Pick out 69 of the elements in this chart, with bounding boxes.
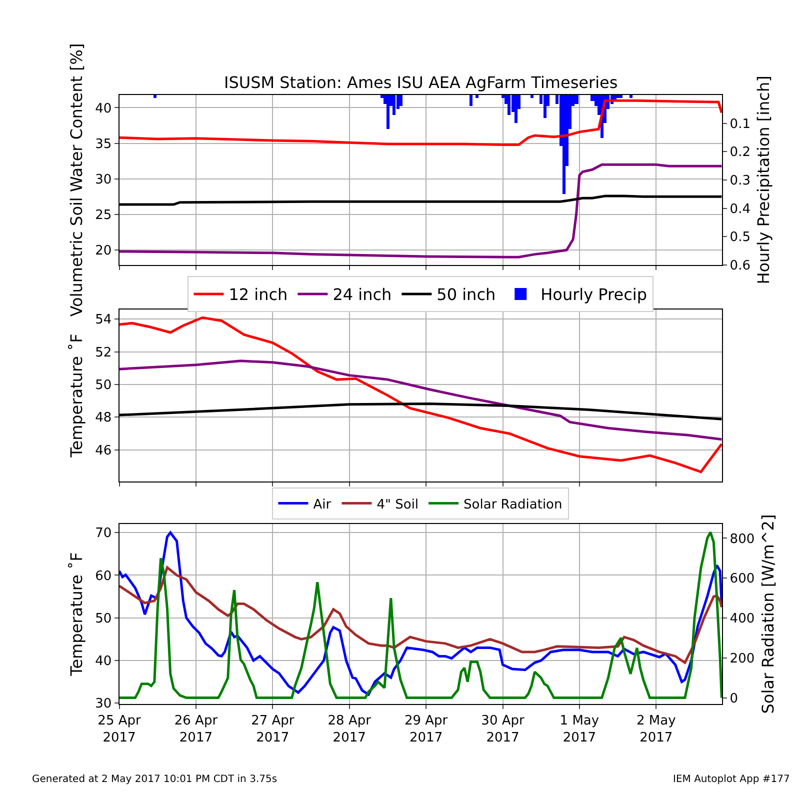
y2-tick-label: 0.1 — [730, 116, 750, 132]
y-tick-label: 25 — [95, 208, 112, 224]
x-tick-label: 26 Apr 2017 — [174, 714, 218, 746]
y-tick-label: 30 — [95, 696, 112, 712]
text: IEM Autoplot App #177 — [673, 774, 790, 785]
line-series — [119, 316, 722, 474]
bar — [619, 94, 622, 98]
line-series — [119, 163, 722, 258]
y-tick-label: 70 — [95, 526, 112, 542]
bar — [399, 94, 402, 106]
line-series — [119, 99, 722, 146]
y2-tick-label: 0.2 — [730, 145, 750, 160]
bar — [153, 94, 156, 98]
y-tick-label: 50 — [95, 378, 112, 394]
bar — [514, 94, 518, 123]
y2-axis-title: Solar Radiation [W/m^2] — [758, 514, 778, 714]
y-tick-label: 35 — [95, 136, 112, 152]
x-tick-label: 25 Apr 2017 — [98, 714, 142, 746]
y2-tick-label: 200 — [730, 651, 755, 666]
legend-label: Hourly Precip — [540, 285, 648, 304]
bar — [574, 94, 578, 104]
legend-label: 12 inch — [228, 285, 288, 304]
y2-axis-title: Hourly Precipitation [inch] — [754, 76, 774, 284]
legend-label: 4" Soil — [376, 497, 419, 512]
y2-tick-label: 400 — [730, 612, 755, 627]
y-tick-label: 60 — [95, 568, 112, 584]
line-series — [119, 360, 722, 441]
y-tick-label: 20 — [95, 244, 112, 259]
x-tick-label: 1 May 2017 — [560, 714, 600, 746]
bar — [392, 94, 396, 115]
y-tick-label: 48 — [95, 410, 112, 426]
x-tick-label: 27 Apr 2017 — [251, 714, 295, 746]
y-tick-label: 52 — [95, 345, 112, 360]
y-axis-title: Volumetric Soil Water Content [%] — [67, 43, 86, 317]
x-tick-label: 28 Apr 2017 — [328, 714, 372, 746]
y2-tick-label: 0.3 — [730, 174, 750, 188]
bar — [629, 94, 632, 98]
y-tick-label: 40 — [95, 101, 112, 116]
x-tick-label: 2 May 2017 — [636, 714, 676, 746]
bar — [543, 94, 546, 118]
bar — [530, 94, 534, 98]
bar — [386, 94, 390, 129]
legend-label: 50 inch — [436, 285, 496, 304]
y2-tick-label: 0.5 — [730, 230, 750, 246]
y-axis-title: Temperature ˚F — [67, 552, 86, 677]
y-tick-label: 40 — [95, 654, 112, 670]
y-tick-label: 54 — [95, 312, 112, 328]
bar — [475, 94, 478, 98]
y-tick-label: 30 — [95, 172, 112, 188]
legend-label: 24 inch — [332, 285, 392, 304]
line-series — [119, 566, 722, 664]
chart-title: ISUSM Station: Ames ISU AEA AgFarm Timeseries — [224, 73, 618, 92]
text: Generated at 2 May 2017 10:01 PM CDT in 3.75s — [32, 774, 278, 785]
bar — [562, 94, 566, 194]
y2-tick-label: 0.4 — [730, 202, 750, 217]
bar — [469, 94, 472, 106]
y2-tick-label: 600 — [730, 572, 755, 587]
y2-tick-label: 0 — [730, 691, 738, 706]
y2-tick-label: 0.6 — [730, 258, 750, 274]
y2-tick-label: 800 — [730, 532, 755, 547]
y-tick-label: 50 — [95, 611, 112, 626]
legend-label: Solar Radiation — [464, 497, 562, 512]
bar — [507, 94, 510, 115]
x-tick-label: 30 Apr 2017 — [481, 714, 525, 746]
x-tick-label: 29 Apr 2017 — [404, 714, 448, 746]
y-axis-title: Temperature ˚F — [67, 334, 86, 458]
bar — [616, 94, 620, 98]
y-tick-label: 46 — [95, 443, 112, 458]
legend-label: Air — [313, 497, 332, 512]
